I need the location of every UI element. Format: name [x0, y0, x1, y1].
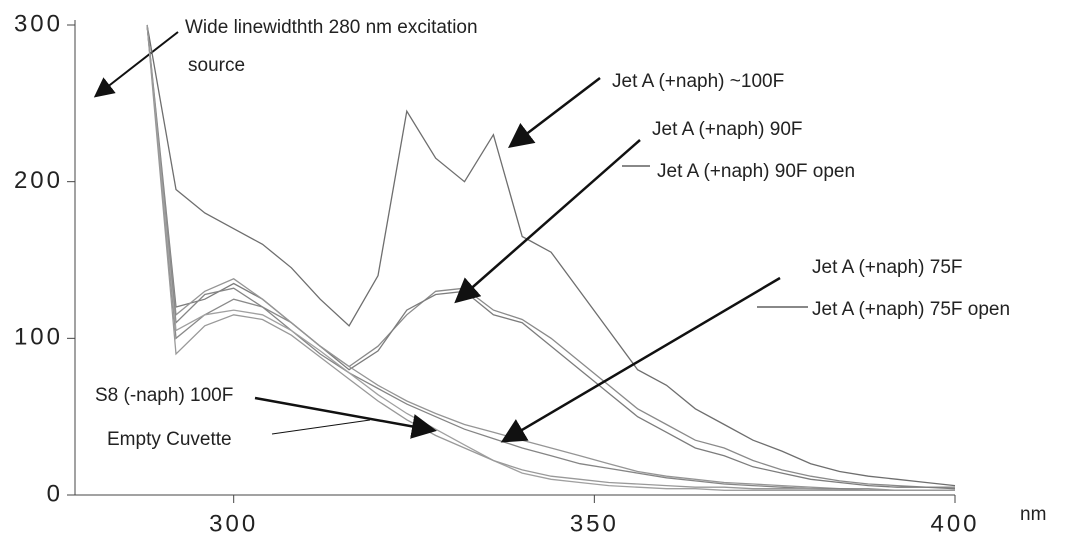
y-tick-label: 100: [14, 324, 63, 351]
y-tick-label: 300: [14, 10, 63, 37]
pointer: [508, 77, 601, 149]
series-label: S8 (-naph) 100F: [95, 385, 233, 406]
annotation: source: [188, 55, 245, 76]
series-label: Jet A (+naph) 90F open: [657, 161, 855, 182]
series-label: Jet A (+naph) ~100F: [612, 71, 784, 92]
pointer: [500, 276, 781, 443]
x-axis-label: nm: [1020, 504, 1046, 525]
annotation: Wide linewidthth 280 nm excitation: [185, 17, 478, 38]
pointer: [454, 139, 641, 304]
series-line: [146, 24, 956, 487]
series-label: Jet A (+naph) 90F: [652, 119, 803, 140]
y-tick-label: 0: [47, 480, 63, 507]
x-tick-label: 350: [570, 510, 619, 537]
x-tick-label: 300: [209, 510, 258, 537]
series-label: Empty Cuvette: [107, 429, 232, 450]
x-tick-label: 400: [930, 510, 979, 537]
series-label: Jet A (+naph) 75F: [812, 257, 963, 278]
arrow: [93, 31, 179, 98]
series-line: [146, 24, 955, 491]
series-line: [146, 24, 955, 491]
pointer: [271, 419, 371, 435]
series-line: [146, 24, 955, 488]
pointer: [254, 396, 437, 439]
series-line: [146, 24, 955, 491]
y-tick-label: 200: [14, 167, 63, 194]
series-label: Jet A (+naph) 75F open: [812, 299, 1010, 320]
